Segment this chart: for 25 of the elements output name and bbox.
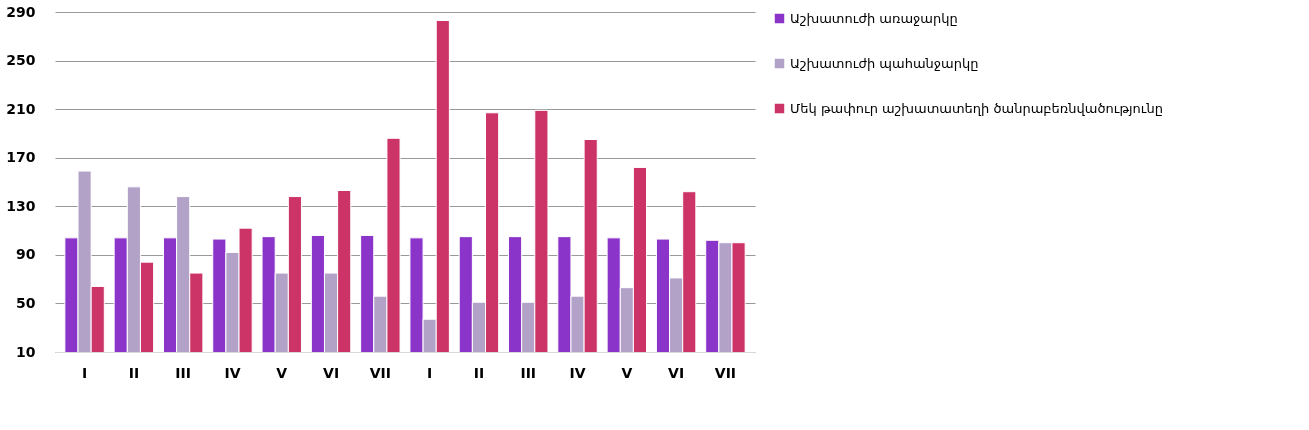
- x-tick-label: IV: [569, 364, 586, 381]
- legend-label: Աշխատուժի առաջարկը: [790, 10, 958, 26]
- x-tick-label: V: [276, 364, 288, 381]
- x-tick-label: VII: [714, 364, 737, 381]
- y-tick-label: 170: [6, 149, 36, 166]
- legend-label: Աշխատուժի պահանջարկը: [790, 55, 979, 71]
- y-tick-label: 50: [16, 294, 36, 311]
- y-tick-label: 290: [6, 3, 36, 20]
- x-tick-label: II: [473, 364, 485, 381]
- y-tick-label: 90: [16, 246, 36, 263]
- x-tick-label: VI: [668, 364, 685, 381]
- y-tick-label: 250: [6, 52, 36, 69]
- x-tick-label: VI: [323, 364, 340, 381]
- y-tick-label: 210: [6, 100, 36, 117]
- x-tick-label: I: [81, 364, 88, 381]
- y-tick-label: 10: [16, 343, 36, 360]
- x-tick-label: VII: [369, 364, 391, 381]
- legend-label: Մեկ թափուր աշխատատեղի ծանրաբեռնվածությունը: [790, 100, 1163, 116]
- x-tick-label: II: [128, 364, 140, 381]
- x-tick-label: I: [427, 364, 433, 381]
- y-tick-label: 130: [6, 197, 36, 214]
- x-tick-label: IV: [224, 364, 241, 381]
- x-tick-label: III: [520, 364, 537, 381]
- x-tick-label: V: [621, 364, 633, 381]
- x-tick-label: III: [175, 364, 191, 381]
